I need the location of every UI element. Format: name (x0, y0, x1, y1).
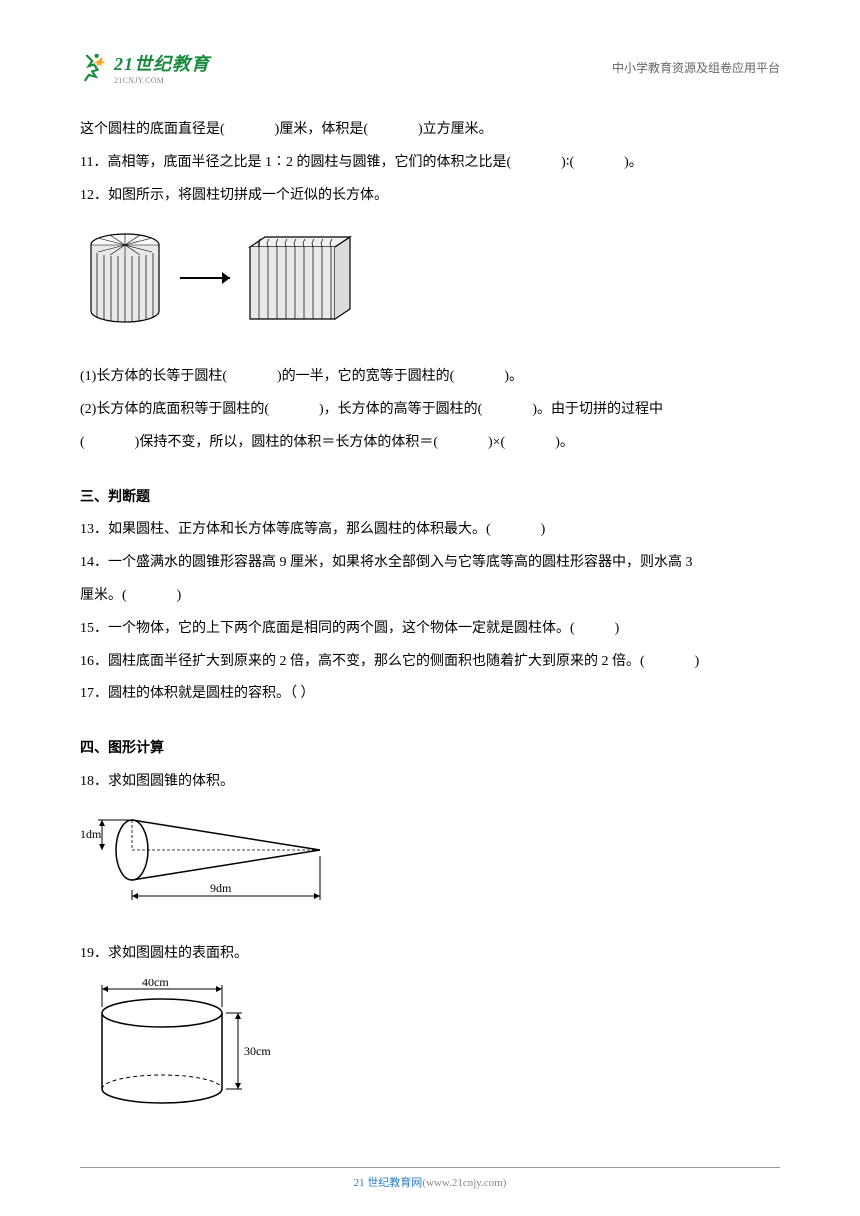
question-11: 11．高相等，底面半径之比是 1∶2 的圆柱与圆锥，它们的体积之比是()∶()。 (80, 148, 780, 179)
logo-main-text: 21世纪教育 (114, 50, 210, 76)
cone-radius-label: 1dm (80, 827, 102, 841)
question-12-1: (1)长方体的长等于圆柱()的一半，它的宽等于圆柱的()。 (80, 362, 780, 393)
question-12-3: ()保持不变，所以，圆柱的体积＝长方体的体积＝()×()。 (80, 428, 780, 459)
q12-diagram (80, 223, 780, 346)
logo: 21世纪教育 21CNJY.COM (80, 50, 210, 85)
page-footer: 21 世纪教育网(www.21cnjy.com) (80, 1167, 780, 1190)
cylinder-diameter-label: 40cm (142, 979, 169, 989)
question-13: 13．如果圆柱、正方体和长方体等底等高，那么圆柱的体积最大。() (80, 515, 780, 546)
cylinder-to-cuboid-icon (80, 223, 360, 333)
q19-diagram: 40cm 30cm (80, 979, 780, 1122)
logo-text: 21世纪教育 21CNJY.COM (114, 50, 210, 85)
cone-diagram-icon: 1dm 9dm (80, 808, 340, 908)
footer-text-gray: (www.21cnjy.com) (422, 1177, 506, 1189)
question-17: 17．圆柱的体积就是圆柱的容积。（ ） (80, 679, 780, 710)
logo-runner-icon (80, 54, 108, 82)
header-subtitle: 中小学教育资源及组卷应用平台 (612, 59, 780, 76)
logo-url-text: 21CNJY.COM (114, 76, 210, 85)
page-header: 21世纪教育 21CNJY.COM 中小学教育资源及组卷应用平台 (80, 50, 780, 85)
cylinder-height-label: 30cm (244, 1044, 271, 1058)
section-4-title: 四、图形计算 (80, 734, 780, 765)
question-14-b: 厘米。() (80, 581, 780, 612)
footer-text-blue: 21 世纪教育网 (354, 1177, 423, 1189)
cone-height-label: 9dm (210, 881, 232, 895)
question-leadin: 这个圆柱的底面直径是()厘米，体积是()立方厘米。 (80, 115, 780, 146)
section-3-title: 三、判断题 (80, 483, 780, 514)
question-12: 12．如图所示，将圆柱切拼成一个近似的长方体。 (80, 181, 780, 212)
question-15: 15．一个物体，它的上下两个底面是相同的两个圆，这个物体一定就是圆柱体。() (80, 614, 780, 645)
q18-diagram: 1dm 9dm (80, 808, 780, 921)
cylinder-diagram-icon: 40cm 30cm (80, 979, 290, 1109)
question-16: 16．圆柱底面半径扩大到原来的 2 倍，高不变，那么它的侧面积也随着扩大到原来的… (80, 647, 780, 678)
content-body: 这个圆柱的底面直径是()厘米，体积是()立方厘米。 11．高相等，底面半径之比是… (80, 115, 780, 1122)
question-18: 18．求如图圆锥的体积。 (80, 767, 780, 798)
question-14-a: 14．一个盛满水的圆锥形容器高 9 厘米，如果将水全部倒入与它等底等高的圆柱形容… (80, 548, 780, 579)
question-19: 19．求如图圆柱的表面积。 (80, 939, 780, 970)
question-12-2: (2)长方体的底面积等于圆柱的()，长方体的高等于圆柱的()。由于切拼的过程中 (80, 395, 780, 426)
